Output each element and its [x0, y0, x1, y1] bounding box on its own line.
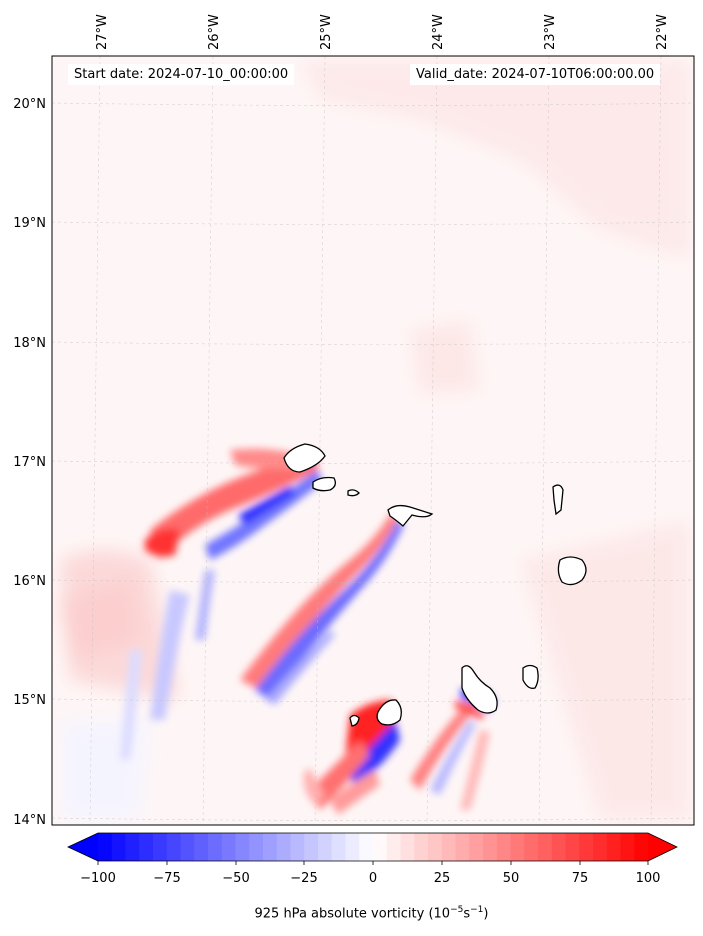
colorbar-cell [180, 833, 195, 861]
map-gridlines [52, 56, 694, 825]
island-fogo [376, 699, 402, 726]
colorbar-tick-label: −50 [222, 871, 249, 886]
colorbar-cell [345, 833, 360, 861]
colorbar-cell [194, 833, 209, 861]
colorbar-cell [483, 833, 498, 861]
colorbar-high-extend [648, 833, 677, 861]
colorbar-cell [111, 833, 126, 861]
lat-label: 18°N [13, 336, 46, 351]
longitude-labels: 27°W 26°W 25°W 24°W 23°W 22°W [95, 14, 670, 50]
lat-label: 16°N [13, 574, 46, 589]
colorbar-cell [538, 833, 553, 861]
lat-label: 20°N [13, 97, 46, 112]
lat-label: 19°N [13, 216, 46, 231]
lon-label: 23°W [543, 14, 558, 50]
colorbar-cell [524, 833, 539, 861]
colorbar-tick-label: 100 [636, 871, 661, 886]
colorbar-tick-label: −75 [153, 871, 180, 886]
lon-label: 27°W [95, 14, 110, 50]
colorbar-cell [373, 833, 388, 861]
colorbar-cell [414, 833, 429, 861]
lat-label: 17°N [13, 455, 46, 470]
colorbar-cell [579, 833, 594, 861]
colorbar-cell [153, 833, 168, 861]
colorbar-tick-label: 50 [503, 871, 520, 886]
island-maio [522, 664, 539, 689]
colorbar-cells [98, 833, 649, 861]
colorbar-cell [98, 833, 113, 861]
island-santiago [461, 665, 498, 714]
start-date-label: Start date: 2024-07-10_00:00:00 [68, 64, 295, 85]
colorbar-label-prefix: 925 hPa absolute vorticity (10 [254, 906, 451, 922]
colorbar-cell [235, 833, 250, 861]
island-santo-antao [283, 443, 326, 473]
colorbar-cell [620, 833, 635, 861]
colorbar-cell [593, 833, 608, 861]
colorbar-cell [565, 833, 580, 861]
colorbar-label: 925 hPa absolute vorticity (10−5s−1) [0, 905, 703, 921]
colorbar-cell [249, 833, 264, 861]
colorbar-tick-label: 25 [434, 871, 451, 886]
island-sao-nicolau [387, 504, 434, 527]
colorbar-cell [139, 833, 154, 861]
latitude-labels: 20°N 19°N 18°N 17°N 16°N 15°N 14°N [13, 97, 46, 828]
island-coastlines [283, 443, 587, 727]
colorbar-cell [469, 833, 484, 861]
lat-label: 15°N [13, 693, 46, 708]
colorbar-cell [208, 833, 223, 861]
colorbar-cell [428, 833, 443, 861]
colorbar-tick-label: −100 [80, 871, 116, 886]
colorbar-cell [276, 833, 291, 861]
colorbar-cell [634, 833, 649, 861]
colorbar-label-exp1: −5 [450, 905, 464, 915]
island-boa-vista [557, 556, 587, 586]
colorbar-cell [318, 833, 333, 861]
vorticity-field [52, 56, 694, 825]
lon-label: 25°W [319, 14, 334, 50]
island-brava [349, 714, 360, 727]
colorbar-cell [304, 833, 319, 861]
colorbar-cell [441, 833, 456, 861]
lon-label: 24°W [431, 14, 446, 50]
colorbar-tick-label: 75 [572, 871, 589, 886]
island-sao-vicente [312, 476, 336, 492]
colorbar-cell [496, 833, 511, 861]
colorbar-cell [125, 833, 140, 861]
colorbar-label-exp2: −1 [470, 905, 484, 915]
colorbar-label-mid: s [463, 906, 471, 922]
colorbar-cell [551, 833, 566, 861]
island-sal [552, 484, 564, 516]
colorbar-label-suffix: ) [483, 906, 489, 922]
colorbar-cell [331, 833, 346, 861]
colorbar-tick-label: −25 [290, 871, 317, 886]
colorbar-low-extend [68, 833, 98, 861]
colorbar-cell [510, 833, 525, 861]
lat-label: 14°N [13, 813, 46, 828]
colorbar-cell [166, 833, 181, 861]
colorbar-cell [290, 833, 305, 861]
lon-label: 22°W [655, 14, 670, 50]
colorbar-ticks [97, 861, 649, 865]
colorbar-cell [263, 833, 278, 861]
island-santa-luzia [347, 489, 360, 497]
map-frame [51, 55, 695, 826]
valid-date-label: Valid_date: 2024-07-10T06:00:00.00 [410, 64, 661, 85]
colorbar-cell [606, 833, 621, 861]
lon-label: 26°W [207, 14, 222, 50]
colorbar: −100 −75 −50 −25 0 25 50 75 100 [67, 832, 678, 886]
colorbar-cell [400, 833, 415, 861]
colorbar-cell [455, 833, 470, 861]
colorbar-cell [221, 833, 236, 861]
colorbar-cell [359, 833, 374, 861]
colorbar-tick-label: 0 [369, 871, 377, 886]
colorbar-cell [386, 833, 401, 861]
